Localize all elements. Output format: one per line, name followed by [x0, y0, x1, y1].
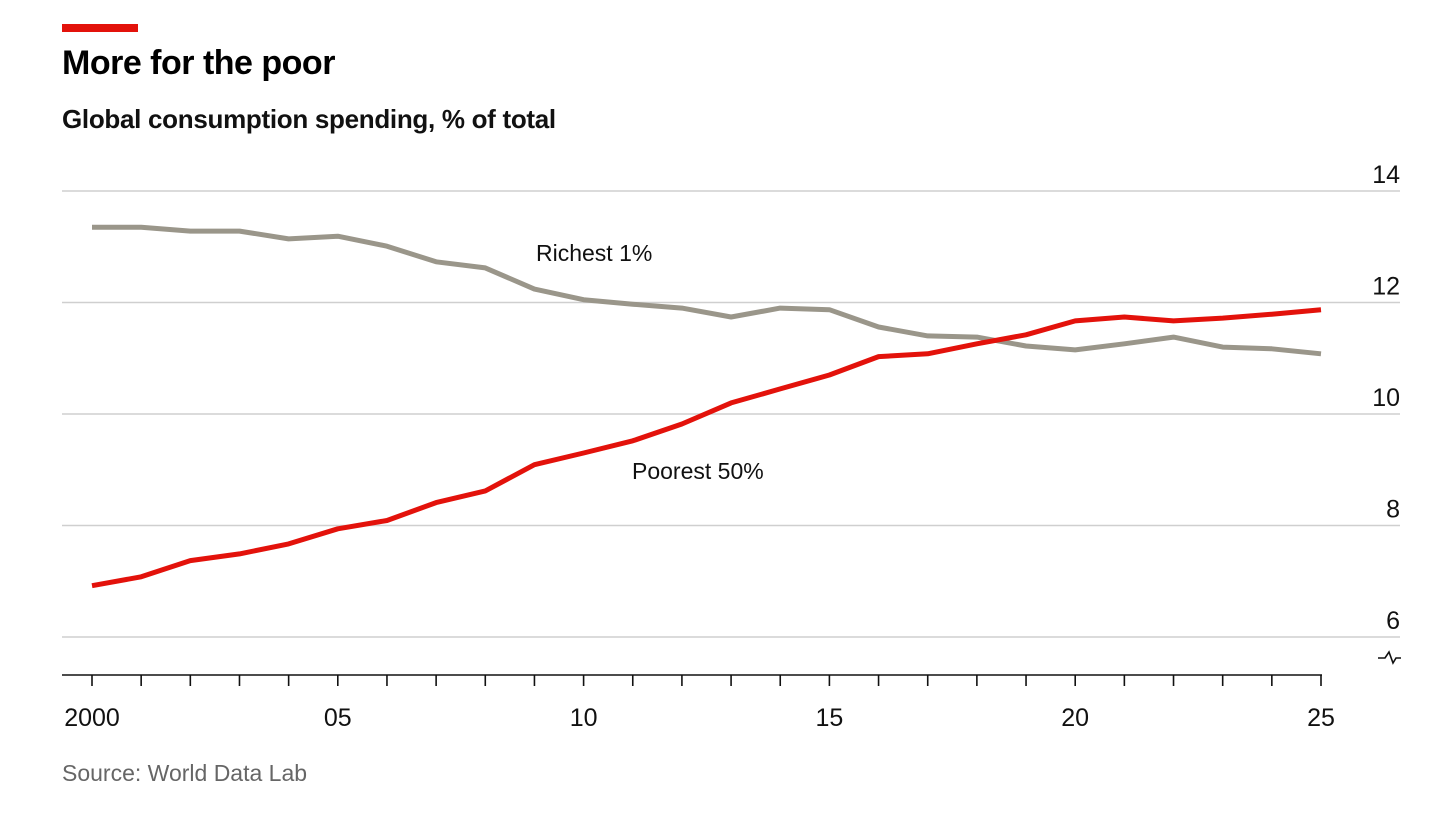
y-tick-label: 6: [1386, 607, 1400, 635]
y-tick-label: 10: [1372, 384, 1400, 412]
y-tick-label: 12: [1372, 273, 1400, 301]
x-tick-label: 15: [815, 704, 843, 732]
chart-title: More for the poor: [62, 44, 335, 82]
series-label-poorest-50: Poorest 50%: [632, 458, 764, 484]
source-note: Source: World Data Lab: [62, 760, 308, 786]
y-tick-label: 8: [1386, 496, 1400, 524]
y-tick-label: 14: [1372, 161, 1400, 189]
series-line-poorest-50: [91, 307, 1322, 589]
x-tick-label: 25: [1307, 704, 1335, 732]
x-tick-label: 2000: [64, 704, 120, 732]
series-label-richest-1: Richest 1%: [536, 240, 652, 266]
x-tick-label: 20: [1061, 704, 1089, 732]
chart-subtitle: Global consumption spending, % of total: [62, 104, 556, 134]
axis-break-icon: [1378, 650, 1401, 665]
x-tick-label: 10: [570, 704, 598, 732]
x-tick-label: 05: [324, 704, 352, 732]
accent-bar: [62, 24, 138, 32]
series-line-richest-1: [92, 224, 1322, 357]
